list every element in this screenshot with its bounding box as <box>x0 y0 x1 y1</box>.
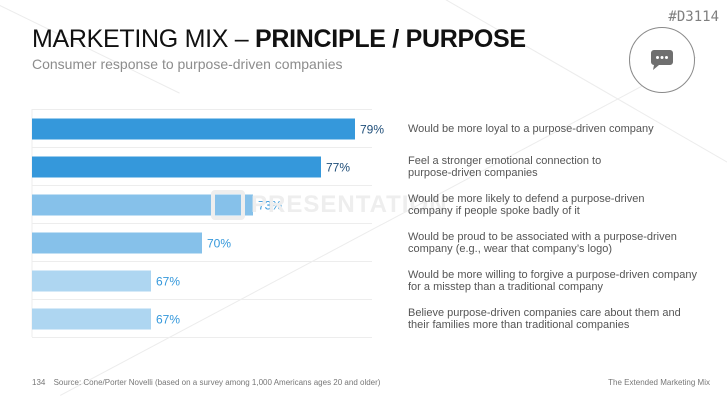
category-label-line: purpose-driven companies <box>408 167 538 179</box>
category-label-line: Would be more likely to defend a purpose… <box>408 192 645 205</box>
title-regular: MARKETING MIX – <box>32 25 256 53</box>
category-label-line: company if people spoke badly of it <box>408 205 580 217</box>
chat-bubble-icon <box>651 50 673 70</box>
category-label: Believe purpose-driven companies care ab… <box>408 307 708 332</box>
category-label: Would be more loyal to a purpose-driven … <box>408 123 708 136</box>
page-number: 134 <box>32 378 46 387</box>
bar <box>32 270 151 292</box>
bar-value-label: 70% <box>207 237 231 251</box>
bar-value-label: 79% <box>360 123 384 137</box>
bar <box>32 194 253 216</box>
category-label-line: company (e.g., wear that company’s logo) <box>408 243 613 255</box>
category-label: Feel a stronger emotional connection to p… <box>408 155 708 180</box>
category-label-line: their families more than traditional com… <box>408 319 630 331</box>
category-label-line: Would be more willing to forgive a purpo… <box>408 268 697 281</box>
page-title: MARKETING MIX – PRINCIPLE / PURPOSE <box>32 25 526 54</box>
document-id: #D3114 <box>668 9 719 25</box>
bar <box>32 308 151 330</box>
bar <box>32 156 321 178</box>
chat-badge <box>629 27 695 93</box>
category-label-line: Would be proud to be associated with a p… <box>408 230 677 243</box>
category-label-line: Would be more loyal to a purpose-driven … <box>408 122 654 135</box>
footer-section: The Extended Marketing Mix <box>608 378 710 387</box>
bar-value-label: 67% <box>156 313 180 327</box>
category-label: Would be proud to be associated with a p… <box>408 231 708 256</box>
page-subtitle: Consumer response to purpose-driven comp… <box>32 56 343 72</box>
bar <box>32 118 355 140</box>
category-label: Would be more willing to forgive a purpo… <box>408 269 708 294</box>
category-label: Would be more likely to defend a purpose… <box>408 193 708 218</box>
bar <box>32 232 202 254</box>
bar-value-label: 73% <box>258 199 282 213</box>
footer-source: 134 Source: Cone/Porter Novelli (based o… <box>32 378 380 387</box>
bar-value-label: 67% <box>156 275 180 289</box>
category-label-line: Feel a stronger emotional connection to <box>408 154 602 167</box>
source-text: Source: Cone/Porter Novelli (based on a … <box>53 378 381 387</box>
bar-value-label: 77% <box>326 161 350 175</box>
category-label-line: Believe purpose-driven companies care ab… <box>408 306 681 319</box>
title-bold: PRINCIPLE / PURPOSE <box>255 25 526 53</box>
category-label-line: for a misstep than a traditional company <box>408 281 604 293</box>
